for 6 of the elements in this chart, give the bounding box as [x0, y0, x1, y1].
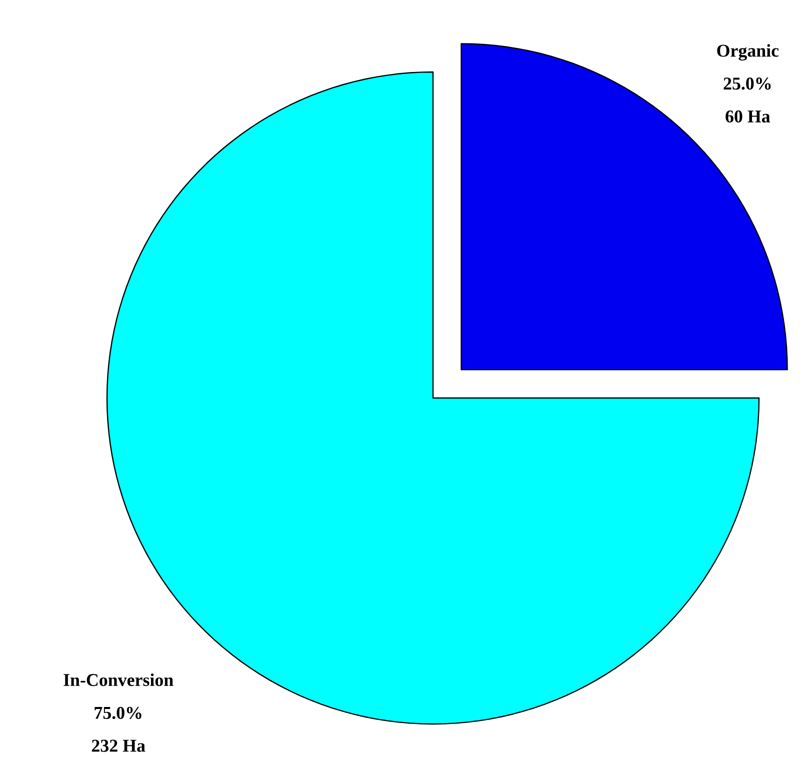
data-label: 75.0%: [94, 706, 142, 720]
data-label: 25.0%: [724, 78, 771, 90]
text: 232 Ha: [92, 740, 146, 752]
slice-label: Organic: [717, 44, 779, 61]
slice-label: In-Conversion: [64, 673, 174, 686]
text: 60 Ha: [726, 110, 770, 123]
